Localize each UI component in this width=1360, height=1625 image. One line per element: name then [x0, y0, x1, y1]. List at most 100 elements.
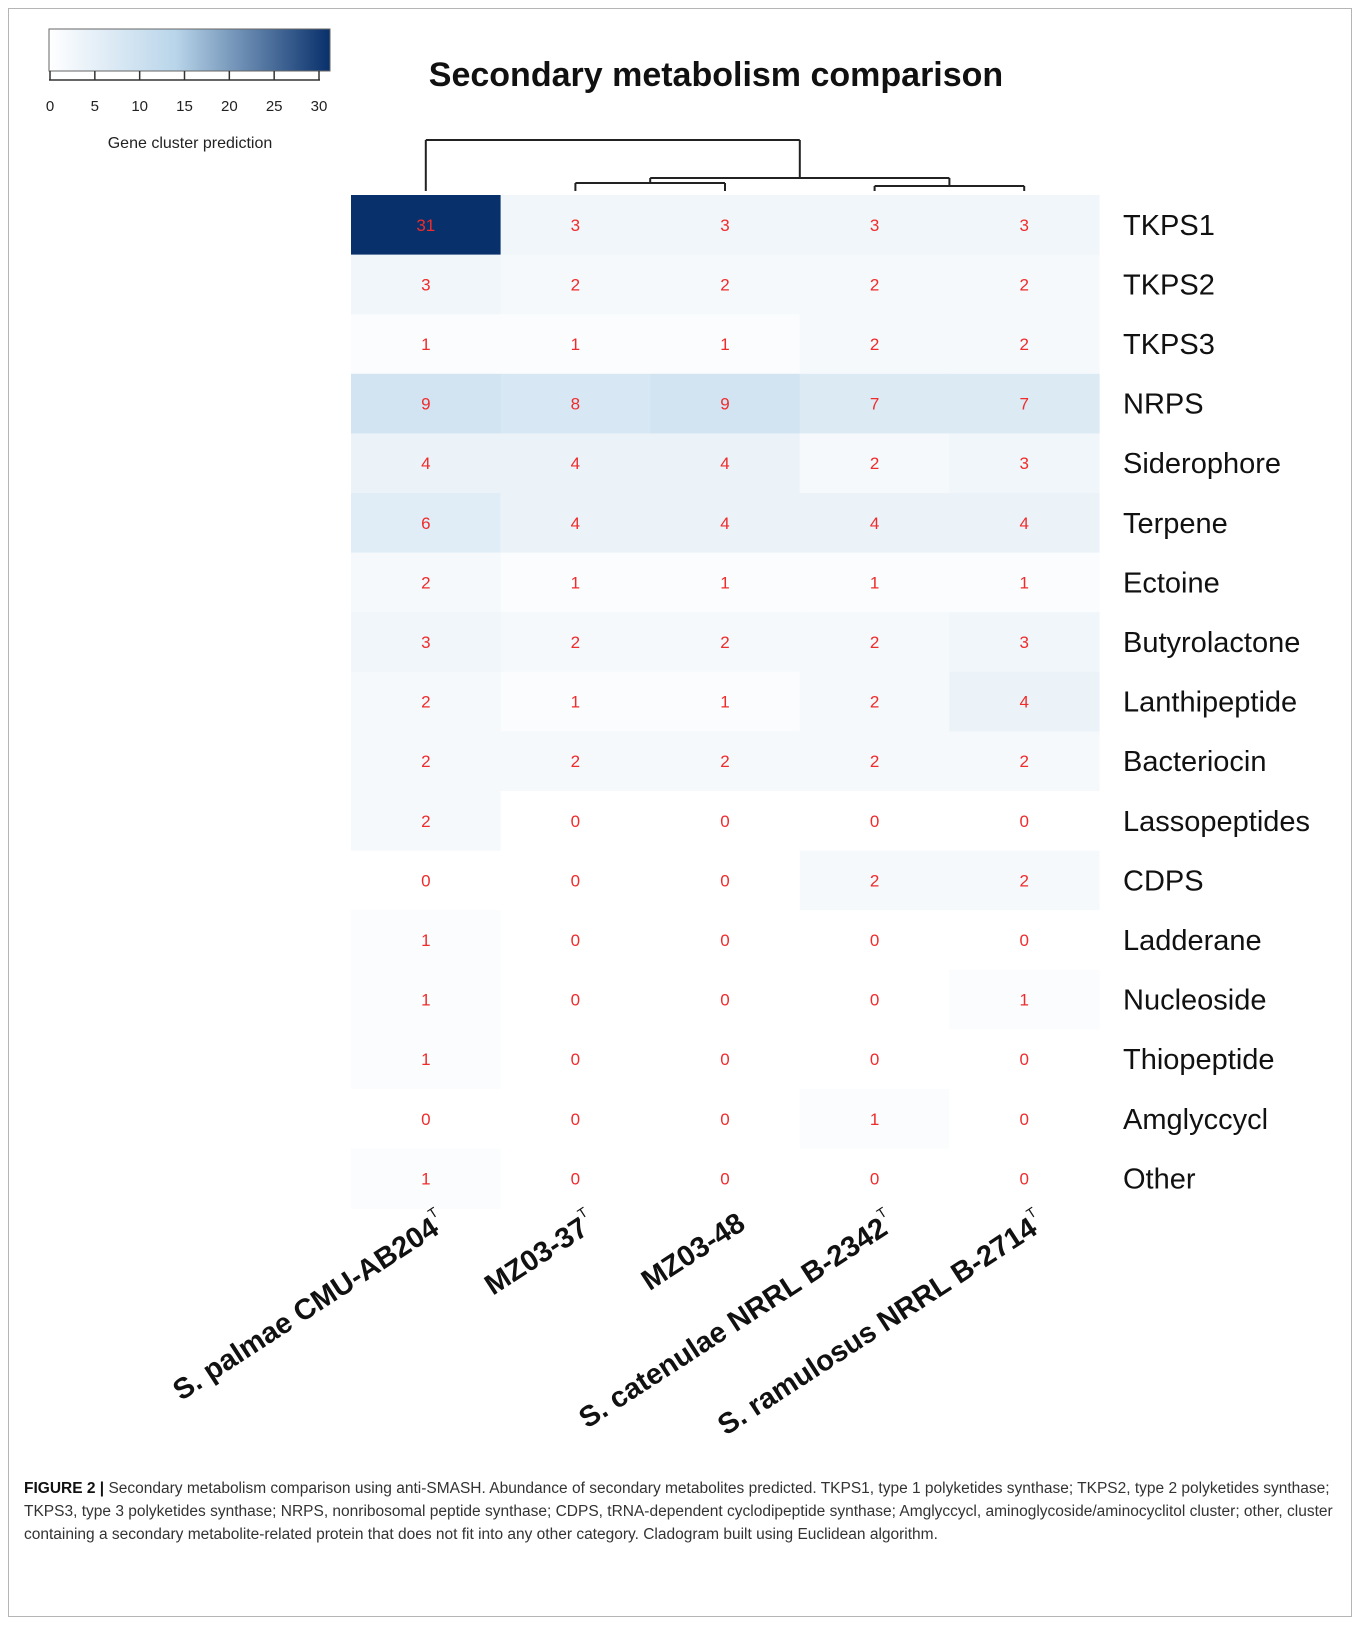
cell-value-label: 2 — [720, 752, 729, 771]
cell-value-label: 1 — [571, 573, 580, 592]
cell-value-label: 2 — [571, 633, 580, 652]
cell-value-label: 2 — [870, 633, 879, 652]
heatmap-cell — [650, 493, 801, 554]
heatmap-cell — [500, 731, 651, 792]
cell-value-label: 1 — [421, 931, 430, 950]
row-label: Siderophore — [1123, 448, 1281, 480]
heatmap-cell — [500, 671, 651, 732]
heatmap-cell — [351, 314, 502, 375]
heatmap-cell — [799, 1029, 950, 1090]
cell-value-label: 2 — [1019, 335, 1028, 354]
caption-label: FIGURE 2 | — [24, 1480, 105, 1497]
heatmap-cell — [799, 731, 950, 792]
cell-value-label: 0 — [1019, 931, 1028, 950]
heatmap-cell — [500, 612, 651, 673]
heatmap-cell — [949, 731, 1100, 792]
heatmap-cell — [949, 850, 1100, 911]
cell-value-label: 0 — [870, 812, 879, 831]
heatmap-cell — [500, 910, 651, 971]
color-legend: 0 5 10 15 20 25 30 Gene cluster prediction — [46, 28, 331, 152]
heatmap-cell — [650, 1148, 801, 1209]
cell-value-label: 4 — [870, 514, 879, 533]
cell-value-label: 1 — [720, 335, 729, 354]
cell-value-label: 0 — [870, 931, 879, 950]
cell-value-label: 0 — [571, 812, 580, 831]
row-label: Thiopeptide — [1123, 1044, 1275, 1076]
heatmap-cell — [949, 1029, 1100, 1090]
cell-value-label: 3 — [870, 216, 879, 235]
heatmap-cell — [650, 612, 801, 673]
cell-value-label: 2 — [571, 275, 580, 294]
cell-value-label: 2 — [421, 693, 430, 712]
cell-value-label: 4 — [720, 514, 729, 533]
cell-value-label: 9 — [720, 395, 729, 414]
cell-value-label: 0 — [1019, 1169, 1028, 1188]
heatmap-cell — [500, 373, 651, 434]
cell-value-label: 0 — [571, 871, 580, 890]
cell-value-label: 2 — [1019, 871, 1028, 890]
cell-value-label: 1 — [571, 335, 580, 354]
heatmap-cell — [949, 612, 1100, 673]
heatmap-cell — [500, 493, 651, 554]
heatmap-cell — [799, 1148, 950, 1209]
heatmap-cell — [949, 969, 1100, 1030]
cell-value-label: 1 — [421, 335, 430, 354]
cell-value-label: 2 — [1019, 752, 1028, 771]
cell-value-label: 8 — [571, 395, 580, 414]
cell-value-label: 0 — [720, 871, 729, 890]
heatmap-cell — [351, 433, 502, 494]
cell-value-label: 9 — [421, 395, 430, 414]
heatmap-cell — [500, 314, 651, 375]
row-label: Ladderane — [1123, 925, 1262, 957]
heatmap-cell — [650, 433, 801, 494]
heatmap-cell — [949, 254, 1100, 315]
heatmap-cell — [799, 910, 950, 971]
heatmap-cell — [500, 1148, 651, 1209]
cell-value-label: 7 — [1019, 395, 1028, 414]
cell-value-label: 31 — [416, 216, 435, 235]
heatmap-cell — [799, 1089, 950, 1150]
heatmap-cell — [351, 493, 502, 554]
cell-value-label: 2 — [720, 275, 729, 294]
heatmap-cell — [500, 195, 651, 256]
cell-value-label: 3 — [421, 633, 430, 652]
cell-value-label: 0 — [571, 991, 580, 1010]
chart-title: Secondary metabolism comparison — [429, 56, 1003, 94]
cell-value-label: 6 — [421, 514, 430, 533]
heatmap-cell — [650, 910, 801, 971]
heatmap-cell — [799, 791, 950, 852]
heatmap-cell — [799, 433, 950, 494]
cell-value-label: 0 — [1019, 812, 1028, 831]
heatmap-cell — [351, 850, 502, 911]
cell-value-label: 2 — [571, 752, 580, 771]
cell-value-label: 1 — [1019, 573, 1028, 592]
heatmap-cell — [650, 791, 801, 852]
cell-value-label: 2 — [870, 693, 879, 712]
cell-value-label: 1 — [571, 693, 580, 712]
cell-value-label: 2 — [870, 275, 879, 294]
heatmap-cell — [500, 552, 651, 613]
cell-value-label: 0 — [870, 1169, 879, 1188]
column-label: MZ03-37T — [477, 1203, 601, 1301]
legend-tick-label: 15 — [176, 98, 193, 115]
heatmap-cell — [799, 612, 950, 673]
row-label: Other — [1123, 1163, 1196, 1195]
cell-value-label: 2 — [870, 335, 879, 354]
legend-tick-label: 20 — [221, 98, 238, 115]
heatmap-cell — [650, 671, 801, 732]
heatmap-cell — [949, 195, 1100, 256]
cell-value-label: 0 — [870, 1050, 879, 1069]
cell-value-label: 4 — [571, 514, 580, 533]
cell-value-label: 0 — [1019, 1110, 1028, 1129]
legend-tick-label: 5 — [91, 98, 99, 115]
heatmap-cell — [949, 552, 1100, 613]
heatmap-cell — [351, 731, 502, 792]
cell-value-label: 2 — [421, 812, 430, 831]
cell-value-label: 0 — [720, 1110, 729, 1129]
heatmap-chart: 0 5 10 15 20 25 30 Gene cluster prediction Sec… — [46, 28, 1310, 1442]
heatmap-cell — [949, 671, 1100, 732]
cell-value-label: 4 — [720, 454, 729, 473]
cell-value-label: 0 — [720, 812, 729, 831]
heatmap-cell — [650, 969, 801, 1030]
cell-value-label: 2 — [870, 871, 879, 890]
